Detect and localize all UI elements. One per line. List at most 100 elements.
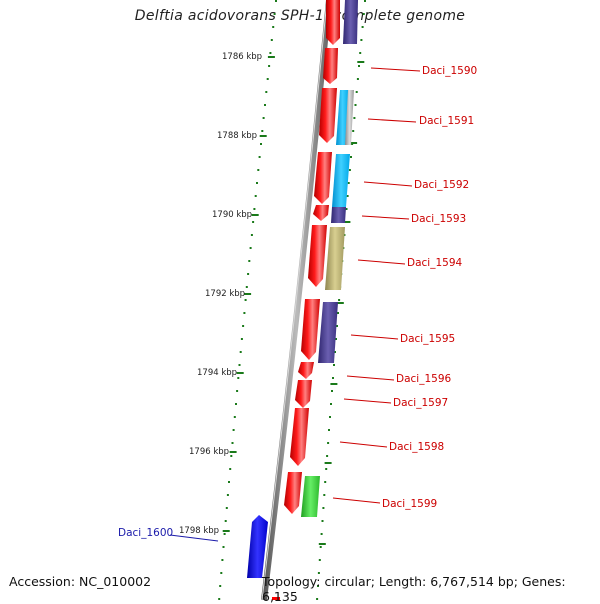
ruler-dot xyxy=(324,481,327,483)
gene-label[interactable]: Daci_1595 xyxy=(400,333,455,345)
ruler-dot xyxy=(258,156,261,158)
ruler-dot xyxy=(350,156,352,158)
ruler-tick xyxy=(350,142,358,144)
gene-arrow-forward[interactable] xyxy=(295,380,312,408)
ruler-tick xyxy=(267,56,275,58)
label-leaders xyxy=(169,67,421,542)
ruler-dot xyxy=(221,559,224,561)
gene-label[interactable]: Daci_1593 xyxy=(411,213,466,225)
ruler-dot xyxy=(325,468,328,470)
leader-line xyxy=(357,259,406,265)
ruler-dot xyxy=(244,299,247,301)
gene-label[interactable]: Daci_1591 xyxy=(419,115,474,127)
gene-arrow-reverse[interactable] xyxy=(325,227,345,290)
ruler-dot xyxy=(321,520,324,522)
scale-label: 1788 kbp xyxy=(217,131,257,141)
ruler-dot xyxy=(354,104,357,106)
gene-arrow-forward[interactable] xyxy=(290,408,309,466)
gene-arrow-forward[interactable] xyxy=(298,362,314,379)
ruler-dot xyxy=(231,442,234,444)
ruler-dot xyxy=(264,104,266,106)
ruler-dot xyxy=(360,39,363,41)
ruler-tick xyxy=(251,214,259,216)
ruler-dot xyxy=(316,598,319,600)
gene-arrow-reverse[interactable] xyxy=(301,476,320,517)
ruler-dot xyxy=(327,442,330,444)
ruler-dot xyxy=(352,130,355,132)
ruler-dot xyxy=(353,117,356,119)
ruler-dot xyxy=(331,390,333,392)
leader-line xyxy=(367,118,417,123)
gene-arrow-reverse[interactable] xyxy=(343,0,358,44)
gene-arrow-reverse[interactable] xyxy=(331,207,346,223)
ruler-dot xyxy=(348,169,351,171)
ruler-tick xyxy=(324,462,332,464)
gene-label[interactable]: Daci_1590 xyxy=(422,65,477,77)
gene-arrow-forward[interactable] xyxy=(326,0,340,45)
gene-arrow-forward[interactable] xyxy=(314,152,332,204)
scale-label: 1792 kbp xyxy=(205,289,245,299)
ruler-dot xyxy=(330,403,332,405)
gene-arrow-reverse[interactable] xyxy=(318,302,338,363)
ruler-dot xyxy=(224,520,227,522)
ruler-dot xyxy=(317,585,319,587)
ruler-tick xyxy=(357,61,365,63)
gene-label[interactable]: Daci_1599 xyxy=(382,498,437,510)
forward-strand-genes xyxy=(284,0,340,514)
ruler-dot xyxy=(260,143,262,145)
ruler-dot xyxy=(243,312,246,314)
reverse-strand-genes xyxy=(301,0,358,517)
ruler-tick xyxy=(318,543,326,545)
ruler-dot xyxy=(319,546,322,548)
leader-line xyxy=(350,334,399,340)
ruler-dot xyxy=(273,13,276,15)
gene-arrow-forward[interactable] xyxy=(284,472,302,514)
gene-label[interactable]: Daci_1598 xyxy=(389,441,444,453)
gene-arrow-reverse[interactable] xyxy=(345,90,354,145)
ruler-tick xyxy=(244,293,252,295)
ruler-dot xyxy=(268,65,271,67)
ruler-dot xyxy=(364,0,366,2)
gene-arrow-reverse[interactable] xyxy=(332,154,350,207)
ruler-dot xyxy=(222,546,225,548)
gene-label[interactable]: Daci_1592 xyxy=(414,179,469,191)
ruler-dot xyxy=(236,390,239,392)
gene-arrow-forward[interactable] xyxy=(313,205,329,221)
ruler-dot xyxy=(326,455,329,457)
ruler-dot xyxy=(329,416,331,418)
gene-arrow-forward[interactable] xyxy=(323,48,338,84)
ruler-dot xyxy=(256,182,258,184)
leader-line xyxy=(332,497,381,504)
gene-arrow-forward[interactable] xyxy=(301,299,320,360)
ruler-dot xyxy=(220,572,223,574)
ruler-dot xyxy=(362,13,365,15)
ruler-dot xyxy=(338,299,341,301)
genome-backbone xyxy=(261,0,332,600)
ruler-dot xyxy=(219,585,222,587)
ruler-dot xyxy=(232,429,235,431)
ruler-dot xyxy=(269,52,272,54)
ruler-dot xyxy=(237,377,240,379)
gene-label[interactable]: Daci_1594 xyxy=(407,257,463,269)
gene-label[interactable]: Daci_1597 xyxy=(393,397,448,409)
gene-arrow-highlight[interactable] xyxy=(247,515,268,578)
scale-label: 1790 kbp xyxy=(212,210,252,220)
ruler-dot xyxy=(358,65,360,67)
ruler-dot xyxy=(230,455,233,457)
ruler-dot xyxy=(317,572,320,574)
ruler-dot xyxy=(261,130,264,132)
leader-line xyxy=(346,375,395,381)
gene-arrow-forward[interactable] xyxy=(319,88,337,143)
ruler-dot xyxy=(320,533,323,535)
ruler-dot xyxy=(239,351,242,353)
gene-label[interactable]: Daci_1596 xyxy=(396,373,452,385)
ruler-tick xyxy=(330,383,338,385)
ruler-dot xyxy=(361,26,364,28)
ruler-dot xyxy=(359,52,362,54)
ruler-dot xyxy=(229,468,232,470)
highlighted-gene xyxy=(247,515,268,578)
gene-label[interactable]: Daci_1600 xyxy=(118,527,173,539)
ruler-dot xyxy=(336,325,338,327)
gene-arrow-forward[interactable] xyxy=(308,225,327,287)
ruler-dot xyxy=(233,416,236,418)
